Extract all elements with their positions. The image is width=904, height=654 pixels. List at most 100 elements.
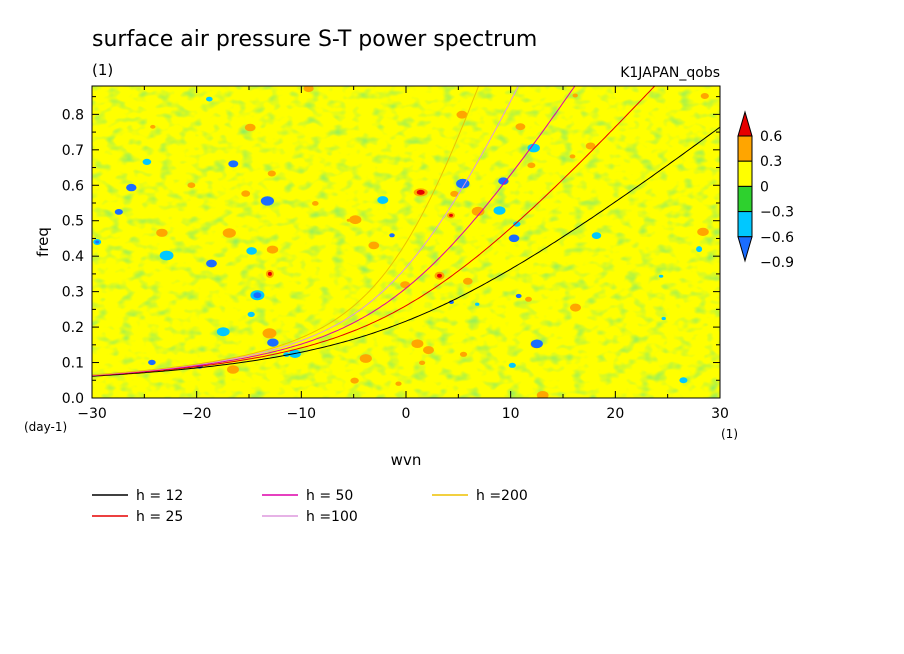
anomaly-spot: [570, 303, 581, 312]
y-tick-label: 0.5: [62, 214, 84, 230]
dispersion-curve: [92, 86, 519, 376]
colorbar-segment: [737, 135, 753, 162]
spectrum-field: [92, 86, 720, 398]
anomaly-spot: [411, 339, 424, 349]
anomaly-spot: [206, 96, 213, 102]
anomaly-spot: [463, 277, 473, 285]
anomaly-spot: [423, 346, 434, 355]
anomaly-spot: [658, 274, 664, 278]
anomaly-spot: [222, 228, 236, 238]
dispersion-curve: [92, 86, 576, 376]
anomaly-spot: [697, 227, 709, 236]
anomaly-spot: [303, 86, 314, 93]
anomaly-spot: [267, 338, 279, 347]
y-tick-label: 0.1: [62, 356, 84, 372]
anomaly-spot: [527, 143, 540, 153]
anomaly-spot: [400, 281, 410, 289]
legend: h = 12 h = 25 h = 50 h =100 h =200: [92, 488, 528, 525]
anomaly-spot: [266, 245, 279, 254]
y-tick-label: 0.8: [62, 107, 84, 123]
y-tick-label: 0.6: [62, 178, 84, 194]
x-tick-label: −30: [77, 406, 107, 422]
x-axis-label: wvn: [391, 451, 422, 469]
anomaly-spot: [247, 311, 255, 317]
anomaly-spot: [498, 177, 509, 185]
anomaly-spot: [585, 142, 596, 150]
anomaly-spot: [508, 234, 520, 243]
anomaly-spot: [262, 328, 277, 339]
anomaly-spot: [206, 259, 217, 268]
anomaly-spot: [187, 182, 196, 188]
x-tick-label: −10: [287, 406, 317, 422]
legend-label: h =200: [476, 488, 528, 504]
anomaly-spot: [696, 246, 703, 253]
colorbar-segment: [737, 110, 753, 137]
anomaly-spot: [515, 123, 526, 131]
anomaly-spot: [349, 215, 362, 225]
colorbar-label: −0.6: [760, 230, 794, 246]
x-axis: −30 −20 −10 0 10 20 30: [77, 86, 729, 422]
anomaly-spot: [513, 221, 521, 227]
x-tick-label: 20: [606, 406, 624, 422]
anomaly-spot: [148, 359, 156, 366]
anomaly-spot: [227, 365, 239, 374]
anomaly-spot: [459, 351, 468, 357]
anomaly-spot: [450, 190, 459, 197]
colorbar-label: −0.9: [760, 255, 794, 271]
anomaly-spot: [377, 196, 389, 204]
anomaly-spot: [508, 362, 516, 368]
colorbar-segment: [737, 160, 753, 187]
legend-label: h = 25: [136, 509, 183, 525]
anomaly-spot: [416, 189, 425, 195]
anomaly-spot: [156, 228, 168, 237]
y-axis-label: freq: [34, 227, 52, 257]
y-tick-label: 0.7: [62, 143, 84, 159]
y-axis-unit: (day-1): [24, 420, 67, 434]
anomaly-spot: [114, 209, 123, 215]
anomaly-spot: [395, 381, 402, 386]
colorbar-segment: [737, 211, 753, 238]
dispersion-curve: [92, 86, 480, 376]
anomaly-spot: [591, 232, 602, 240]
dispersion-curve: [92, 126, 720, 377]
anomaly-spot: [456, 110, 468, 119]
y-tick-label: 0.0: [62, 391, 84, 407]
anomaly-spot: [350, 377, 359, 384]
anomaly-spot: [661, 316, 666, 321]
legend-label: h = 50: [306, 488, 353, 504]
anomaly-spot: [700, 93, 709, 99]
anomaly-spot: [475, 302, 480, 306]
anomaly-spot: [536, 391, 549, 398]
anomaly-spot: [126, 183, 137, 192]
colorbar-label: −0.3: [760, 205, 794, 221]
anomaly-spot: [346, 218, 351, 222]
colorbar-segment: [737, 185, 753, 213]
anomaly-spot: [241, 190, 251, 197]
anomaly-spot: [493, 206, 506, 215]
anomaly-spot: [527, 162, 536, 169]
y-tick-label: 0.3: [62, 285, 84, 301]
colorbar: 0.6 0.3 0 −0.3 −0.6 −0.9: [737, 110, 794, 271]
x-tick-label: 0: [402, 406, 411, 422]
anomaly-spot: [437, 273, 442, 278]
anomaly-spot: [244, 123, 256, 132]
anomaly-spot: [267, 271, 272, 276]
legend-label: h =100: [306, 509, 358, 525]
anomaly-spot: [530, 339, 543, 349]
x-tick-label: 30: [711, 406, 729, 422]
y-tick-label: 0.4: [62, 249, 84, 265]
anomaly-spot: [312, 201, 319, 206]
chart-subtitle-right: K1JAPAN_qobs: [620, 65, 720, 81]
anomaly-spot: [228, 160, 239, 168]
anomaly-spot: [368, 241, 380, 250]
anomaly-spot: [569, 154, 576, 159]
y-axis: 0.0 0.1 0.2 0.3 0.4 0.5 0.6 0.7 0.8: [62, 96, 720, 407]
anomaly-spot: [216, 327, 230, 337]
chart-title: surface air pressure S-T power spectrum: [92, 27, 537, 52]
colorbar-segment: [737, 236, 753, 263]
anomaly-spot: [95, 240, 100, 244]
x-tick-label: 10: [502, 406, 520, 422]
x-axis-unit: (1): [721, 427, 738, 441]
dispersion-curve: [92, 86, 656, 377]
